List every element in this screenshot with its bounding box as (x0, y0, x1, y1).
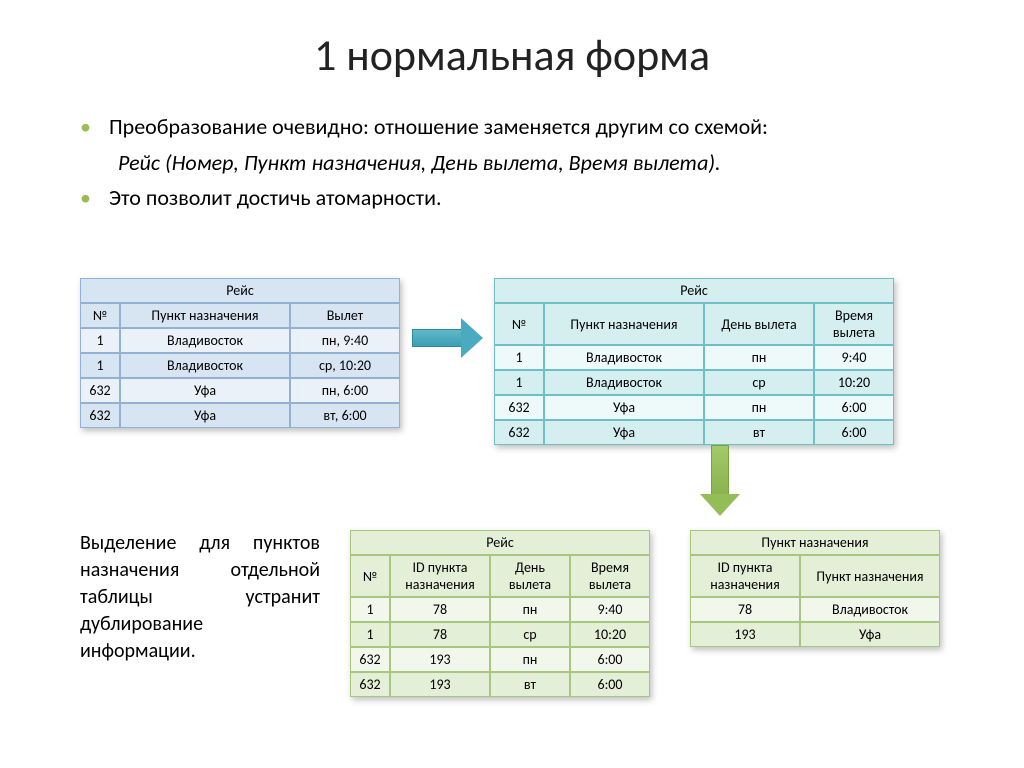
table-cell: 1 (350, 622, 390, 647)
table-cell: 9:40 (814, 345, 894, 370)
column-header: ID пункта назначения (390, 555, 490, 597)
table-cell: 193 (390, 647, 490, 672)
column-header: Время вылета (570, 555, 650, 597)
table-cell: пн (704, 345, 814, 370)
table-cell: Владивосток (800, 597, 940, 622)
table-row: 632Уфапн6:00 (494, 395, 894, 420)
table-cell: ср (490, 622, 570, 647)
table-cell: 632 (494, 420, 544, 445)
column-header: День вылета (490, 555, 570, 597)
slide-title: 1 нормальная форма (0, 0, 1024, 102)
table-cell: 78 (390, 622, 490, 647)
table-cell: 632 (350, 672, 390, 697)
arrow-right-icon (412, 318, 482, 358)
bottom-tables-row: Рейс№ID пункта назначенияДень вылетаВрем… (350, 530, 940, 697)
table-row: 632Уфапн, 6:00 (80, 378, 400, 403)
column-header: Пункт назначения (120, 303, 290, 328)
table-cell: 10:20 (814, 370, 894, 395)
arrow-down-icon (700, 445, 740, 515)
table-cell: 1 (350, 597, 390, 622)
table-row: 632Уфавт6:00 (494, 420, 894, 445)
table-row: 78Владивосток (690, 597, 940, 622)
table-cell: 78 (390, 597, 490, 622)
table-cell: пн, 9:40 (290, 328, 400, 353)
table-cell: пн (704, 395, 814, 420)
table-title: Рейс (80, 278, 400, 303)
table-cell: 632 (80, 403, 120, 428)
table-cell: 6:00 (570, 672, 650, 697)
table-bottom-right-wrap: Пункт назначенияID пункта назначенияПунк… (690, 530, 940, 647)
table-cell: Уфа (544, 395, 704, 420)
table-cell: вт (490, 672, 570, 697)
table-row: 632Уфавт, 6:00 (80, 403, 400, 428)
bullet-text: Это позволит достичь атомарности. (109, 183, 442, 213)
table-cell: 632 (80, 378, 120, 403)
column-header: Время вылета (814, 303, 894, 345)
bullet-item: • Преобразование очевидно: отношение зам… (80, 112, 964, 142)
table-row: 632193пн6:00 (350, 647, 650, 672)
table-cell: вт, 6:00 (290, 403, 400, 428)
table-title: Рейс (494, 278, 894, 303)
column-header: № (350, 555, 390, 597)
column-header: № (80, 303, 120, 328)
column-header: Вылет (290, 303, 400, 328)
column-header: Пункт назначения (544, 303, 704, 345)
table-cell: ср, 10:20 (290, 353, 400, 378)
table-bottom-left-wrap: Рейс№ID пункта назначенияДень вылетаВрем… (350, 530, 650, 697)
table-cell: 193 (690, 622, 800, 647)
table-cell: пн, 6:00 (290, 378, 400, 403)
table-cell: 1 (80, 328, 120, 353)
table-cell: вт (704, 420, 814, 445)
schema-text: Рейс (Номер, Пункт назначения, День выле… (0, 148, 1024, 178)
table-cell: 6:00 (570, 647, 650, 672)
table-cell: Уфа (800, 622, 940, 647)
table-cell: 1 (494, 370, 544, 395)
table-cell: 6:00 (814, 420, 894, 445)
bullet-item: • Это позволит достичь атомарности. (80, 183, 964, 213)
table-cell: ср (704, 370, 814, 395)
table-cell: Уфа (544, 420, 704, 445)
table-cell: Владивосток (544, 345, 704, 370)
table-cell: Владивосток (120, 353, 290, 378)
bullet-list: • Преобразование очевидно: отношение зам… (0, 102, 1024, 142)
top-tables-row: Рейс№Пункт назначенияВылет1Владивостокпн… (80, 278, 894, 445)
note-text: Выделение для пунктов назначения отдельн… (80, 530, 320, 665)
table-cell: 632 (494, 395, 544, 420)
table-cell: 193 (390, 672, 490, 697)
table-cell: Уфа (120, 378, 290, 403)
table-cell: Владивосток (120, 328, 290, 353)
table-row: 1Владивостокср, 10:20 (80, 353, 400, 378)
table-cell: пн (490, 647, 570, 672)
table-title: Пункт назначения (690, 530, 940, 555)
table-row: 1Владивостокпн, 9:40 (80, 328, 400, 353)
column-header: День вылета (704, 303, 814, 345)
table-row: 178пн9:40 (350, 597, 650, 622)
table-row: 193Уфа (690, 622, 940, 647)
column-header: ID пункта назначения (690, 555, 800, 597)
bullet-icon: • (80, 112, 91, 142)
table-row: 632193вт6:00 (350, 672, 650, 697)
bullet-icon: • (80, 183, 91, 213)
table-cell: 6:00 (814, 395, 894, 420)
table-cell: пн (490, 597, 570, 622)
column-header: № (494, 303, 544, 345)
table-cell: Владивосток (544, 370, 704, 395)
table-row: 178ср10:20 (350, 622, 650, 647)
table-row: 1Владивостокср10:20 (494, 370, 894, 395)
table-left-wrap: Рейс№Пункт назначенияВылет1Владивостокпн… (80, 278, 400, 428)
table-row: 1Владивостокпн9:40 (494, 345, 894, 370)
table-title: Рейс (350, 530, 650, 555)
table-cell: Уфа (120, 403, 290, 428)
column-header: Пункт назначения (800, 555, 940, 597)
table-cell: 632 (350, 647, 390, 672)
table-cell: 10:20 (570, 622, 650, 647)
table-cell: 78 (690, 597, 800, 622)
table-right-wrap: Рейс№Пункт назначенияДень вылетаВремя вы… (494, 278, 894, 445)
table-cell: 1 (494, 345, 544, 370)
table-cell: 1 (80, 353, 120, 378)
bullet-text: Преобразование очевидно: отношение замен… (109, 112, 768, 142)
table-cell: 9:40 (570, 597, 650, 622)
